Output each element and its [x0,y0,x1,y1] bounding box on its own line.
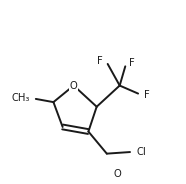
Text: CH₃: CH₃ [12,93,30,103]
Text: F: F [144,90,150,100]
Text: F: F [97,56,102,66]
Text: O: O [114,169,122,179]
Text: Cl: Cl [137,147,147,157]
Text: F: F [129,59,135,68]
Text: O: O [70,81,78,91]
